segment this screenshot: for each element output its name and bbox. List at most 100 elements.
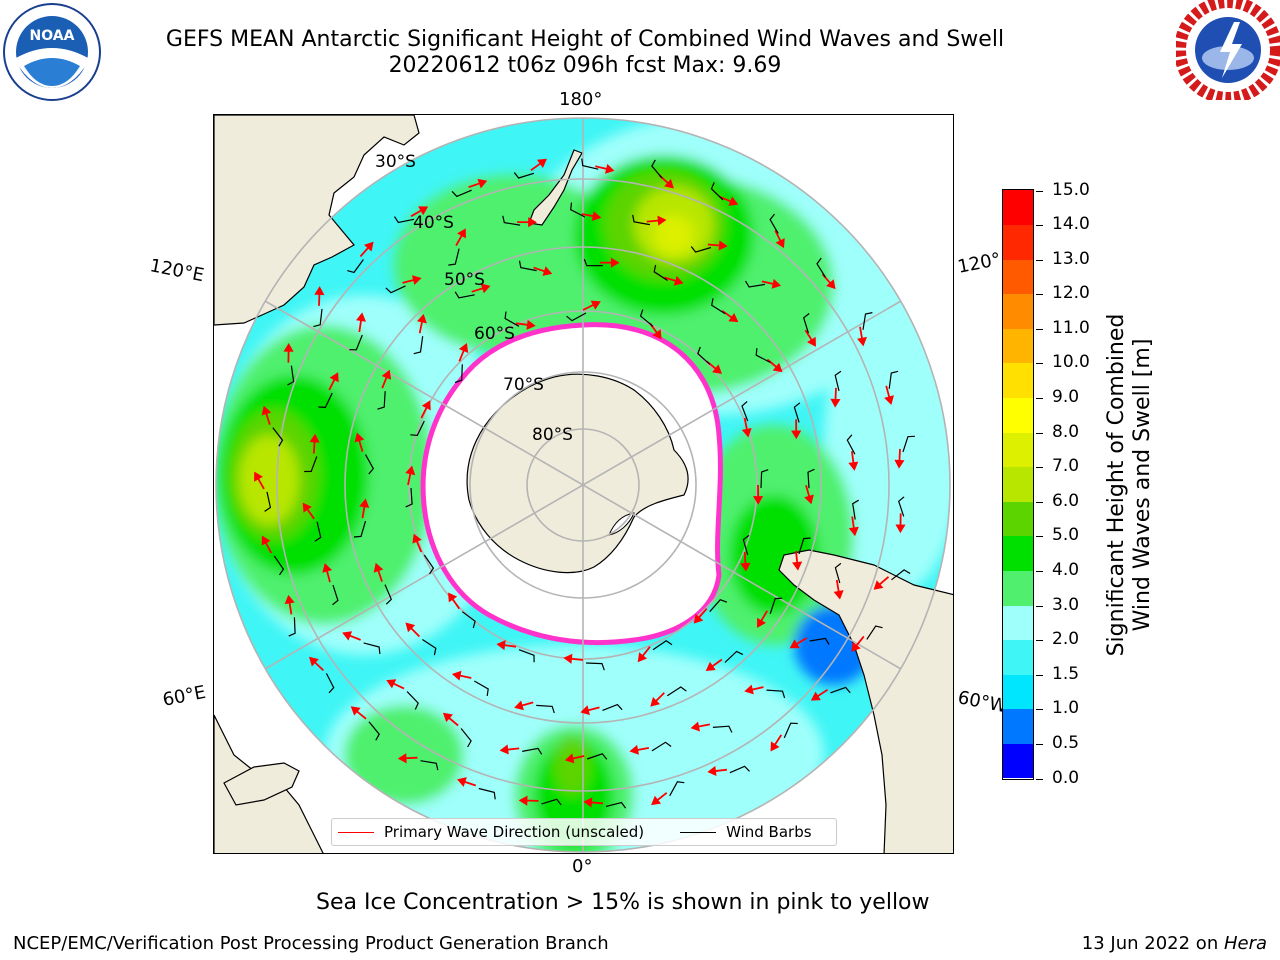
wind-barb: [541, 798, 562, 806]
colorbar-tick-label: 0.5: [1052, 732, 1080, 753]
wave-arrow-head: [386, 679, 397, 689]
wave-arrow-head: [673, 275, 684, 286]
wave-arrow-head: [458, 343, 469, 353]
colorbar-tick-mark: [1036, 743, 1043, 745]
sea-ice-note: Sea Ice Concentration > 15% is shown in …: [316, 890, 930, 915]
wave-arrow-head: [651, 795, 662, 806]
wave-arrow-head: [650, 696, 661, 707]
wave-arrow-head: [418, 206, 429, 216]
colorbar-tick-mark: [1036, 432, 1043, 434]
wind-barb: [461, 611, 476, 629]
wind-barb: [384, 584, 393, 605]
wind-barb: [744, 280, 765, 288]
wind-barb: [742, 534, 750, 556]
wind-barb: [652, 639, 673, 651]
wave-arrow-head: [261, 535, 271, 546]
wave-arrow-head: [563, 653, 573, 664]
wave-arrow-head: [350, 706, 361, 716]
wave-arrow-head: [830, 398, 841, 408]
wind-barb: [332, 584, 339, 606]
colorbar-tick-mark: [1036, 363, 1043, 365]
wave-arrow-head: [693, 613, 704, 624]
wave-arrow-head: [707, 765, 717, 777]
wave-arrow-head: [873, 580, 884, 590]
colorbar-tick-mark: [1036, 328, 1043, 330]
wave-arrow-head: [728, 196, 739, 206]
wind-barb: [741, 400, 749, 422]
colorbar-tick-label: 14.0: [1052, 214, 1090, 235]
colorbar-tick-mark: [1036, 778, 1043, 780]
wind-barb: [413, 336, 424, 355]
footer-date: 13 Jun 2022 on Hera: [1082, 933, 1267, 954]
footer-date-text: 13 Jun 2022 on: [1081, 933, 1224, 954]
wave-arrow-head: [536, 158, 547, 169]
wave-arrow-head: [895, 524, 906, 534]
wind-barb: [898, 496, 905, 517]
colorbar-segment: [1003, 535, 1033, 571]
colorbar-tick-label: 1.5: [1052, 663, 1080, 684]
wave-arrow-head: [637, 652, 647, 663]
colorbar-tick-mark: [1036, 294, 1043, 296]
wave-arrow-head: [526, 319, 536, 330]
colorbar-tick-label: 1.0: [1052, 698, 1080, 719]
wind-barb: [809, 637, 830, 645]
wind-barb: [798, 537, 811, 555]
wave-arrow-head: [496, 640, 506, 651]
lon-label-120w: 120°: [955, 248, 1003, 278]
wind-barb: [666, 686, 687, 697]
wind-barb: [273, 555, 285, 576]
colorbar-tick-label: 3.0: [1052, 594, 1080, 615]
wind-barb: [891, 569, 911, 581]
colorbar-segment: [1003, 259, 1033, 295]
wind-barb: [846, 434, 856, 455]
wind-barb: [325, 673, 335, 694]
wind-barb: [793, 402, 801, 423]
madagascar-landmass: [223, 762, 300, 806]
wave-arrow-head: [657, 215, 667, 226]
wave-arrow-head: [448, 592, 458, 603]
wave-arrow-head: [416, 313, 427, 324]
colorbar-segment: [1003, 466, 1033, 502]
colorbar-segment: [1003, 328, 1033, 364]
noaa-logo: NOAA: [3, 3, 101, 101]
wave-arrow-head: [514, 700, 524, 711]
wind-barb: [862, 312, 873, 330]
colorbar-title: Significant Height of Combined Wind Wave…: [1104, 205, 1156, 765]
colorbar-tick-mark: [1036, 605, 1043, 607]
colorbar-tick-mark: [1036, 674, 1043, 676]
wave-arrow-head: [757, 617, 766, 628]
colorbar-tick-mark: [1036, 225, 1043, 227]
wind-barb: [651, 741, 672, 752]
legend-black-line: [680, 831, 717, 833]
wind-barb: [570, 202, 586, 218]
colorbar-segment: [1003, 293, 1033, 329]
wave-arrow-head: [580, 705, 590, 716]
wave-arrow-head: [848, 526, 859, 537]
colorbar-tick-label: 2.0: [1052, 629, 1080, 650]
colorbar-tick-label: 11.0: [1052, 317, 1090, 338]
wave-arrow-head: [329, 372, 339, 383]
colorbar-tick-mark: [1036, 501, 1043, 503]
lon-label-120e: 120°E: [147, 255, 206, 287]
wave-arrow-head: [652, 329, 662, 340]
wind-barb: [353, 520, 367, 538]
wind-barb: [651, 159, 663, 179]
colorbar-tick-label: 9.0: [1052, 387, 1080, 408]
wind-barb: [518, 260, 537, 272]
footer-credit: NCEP/EMC/Verification Post Processing Pr…: [13, 933, 609, 954]
wave-arrow-head: [775, 238, 785, 249]
wave-arrow-head: [359, 498, 370, 508]
wave-arrow-head: [284, 594, 295, 605]
wind-barb: [410, 420, 425, 437]
wind-barb: [729, 765, 750, 774]
colorbar-segment: [1003, 743, 1033, 779]
wave-arrow-head: [629, 744, 639, 755]
wave-arrow-head: [604, 163, 615, 174]
wind-barb: [783, 722, 798, 739]
wind-barb: [264, 491, 272, 512]
colorbar-tick-mark: [1036, 259, 1043, 261]
wind-barb: [690, 246, 712, 253]
map-canvas: [214, 115, 953, 853]
wave-arrow-head: [810, 691, 821, 701]
wave-arrow-head: [884, 395, 894, 405]
